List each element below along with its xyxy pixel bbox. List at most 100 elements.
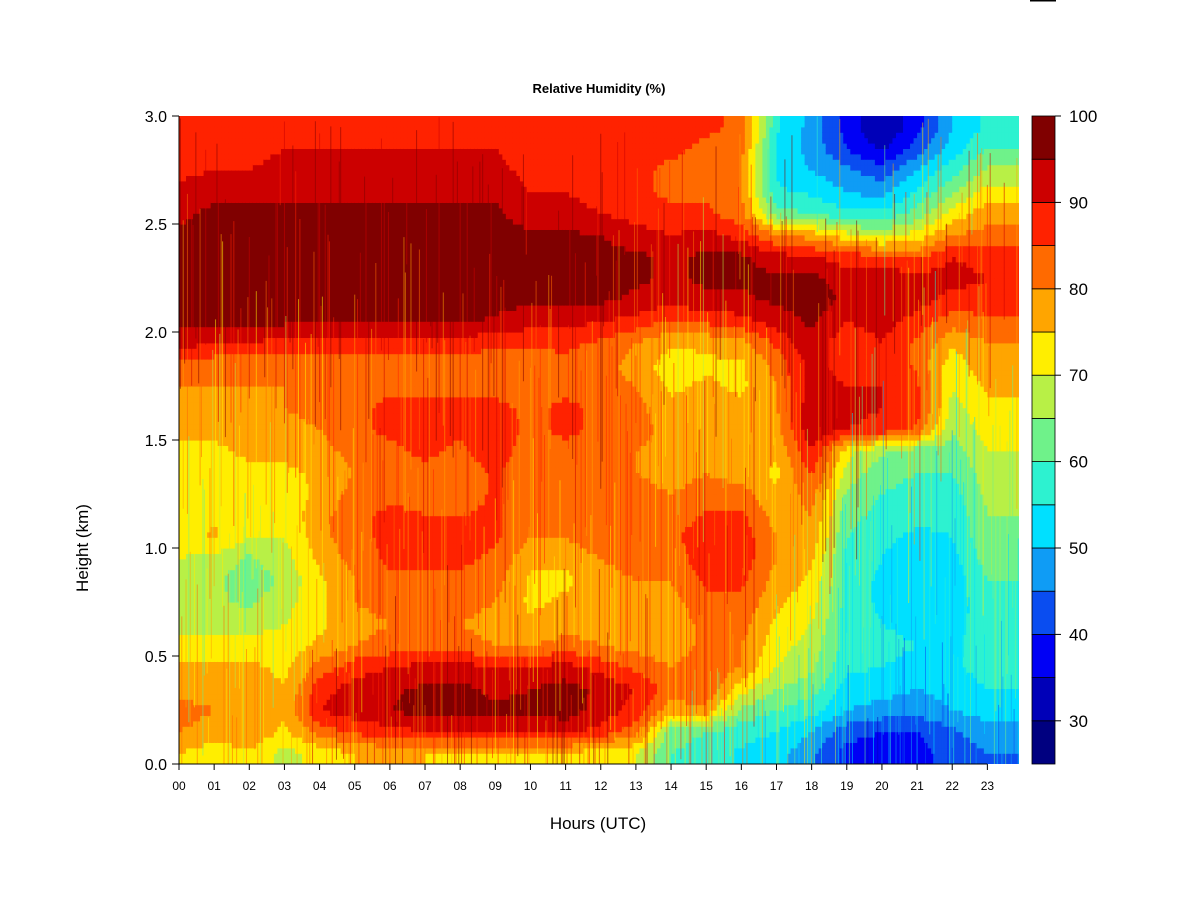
heatmap-cell <box>235 116 239 122</box>
heatmap-cell <box>179 321 183 327</box>
heatmap-cell <box>263 451 267 457</box>
heatmap-cell <box>313 591 317 597</box>
heatmap-cell <box>284 300 288 306</box>
heatmap-cell <box>288 256 292 262</box>
heatmap-cell <box>211 116 215 122</box>
heatmap-cell <box>242 591 246 597</box>
heatmap-cell <box>291 521 295 527</box>
heatmap-cell <box>193 386 197 392</box>
heatmap-cell <box>277 553 281 559</box>
heatmap-cell <box>186 624 190 630</box>
heatmap-cell <box>211 726 215 732</box>
heatmap-cell <box>267 753 271 759</box>
heatmap-cell <box>288 354 292 360</box>
heatmap-cell <box>200 283 204 289</box>
heatmap-cell <box>242 159 246 165</box>
heatmap-cell <box>239 235 243 241</box>
heatmap-cell <box>299 613 303 619</box>
heatmap-cell <box>228 154 232 160</box>
heatmap-cell <box>306 591 310 597</box>
heatmap-cell <box>253 591 257 597</box>
heatmap-cell <box>274 667 278 673</box>
heatmap-cell <box>197 505 201 511</box>
heatmap-cell <box>306 656 310 662</box>
heatmap-cell <box>284 505 288 511</box>
heatmap-cell <box>179 505 183 511</box>
heatmap-cell <box>242 143 246 149</box>
heatmap-cell <box>204 694 208 700</box>
heatmap-cell <box>228 462 232 468</box>
heatmap-cell <box>281 440 285 446</box>
heatmap-cell <box>249 570 253 576</box>
heatmap-cell <box>267 651 271 657</box>
heatmap-cell <box>228 694 232 700</box>
heatmap-cell <box>193 532 197 538</box>
heatmap-cell <box>211 202 215 208</box>
heatmap-cell <box>207 235 211 241</box>
heatmap-cell <box>218 667 222 673</box>
heatmap-cell <box>221 429 225 435</box>
heatmap-cell <box>313 597 317 603</box>
heatmap-cell <box>228 721 232 727</box>
heatmap-cell <box>228 305 232 311</box>
heatmap-cell <box>190 397 194 403</box>
heatmap-cell <box>200 715 204 721</box>
heatmap-cell <box>239 170 243 176</box>
heatmap-cell <box>302 246 306 252</box>
heatmap-cell <box>284 678 288 684</box>
heatmap-cell <box>193 364 197 370</box>
heatmap-cell <box>207 489 211 495</box>
heatmap-cell <box>277 397 281 403</box>
heatmap-cell <box>193 424 197 430</box>
heatmap-cell <box>277 262 281 268</box>
heatmap-cell <box>316 413 320 419</box>
heatmap-cell <box>221 699 225 705</box>
heatmap-cell <box>218 111 222 117</box>
heatmap-cell <box>228 402 232 408</box>
heatmap-cell <box>179 402 183 408</box>
heatmap-cell <box>221 321 225 327</box>
heatmap-cell <box>200 624 204 630</box>
heatmap-cell <box>284 370 288 376</box>
heatmap-cell <box>309 143 313 149</box>
heatmap-cell <box>197 553 201 559</box>
heatmap-cell <box>228 208 232 214</box>
heatmap-cell <box>242 478 246 484</box>
heatmap-cell <box>179 354 183 360</box>
heatmap-cell <box>263 429 267 435</box>
heatmap-cell <box>256 645 260 651</box>
heatmap-cell <box>277 710 281 716</box>
heatmap-cell <box>302 310 306 316</box>
heatmap-cell <box>267 192 271 198</box>
heatmap-cell <box>291 732 295 738</box>
heatmap-cell <box>193 181 197 187</box>
heatmap-cell <box>309 235 313 241</box>
heatmap-cell <box>179 154 183 160</box>
heatmap-cell <box>267 175 271 181</box>
heatmap-cell <box>249 408 253 414</box>
heatmap-cell <box>179 132 183 138</box>
heatmap-cell <box>200 240 204 246</box>
heatmap-cell <box>221 138 225 144</box>
heatmap-cell <box>306 418 310 424</box>
heatmap-cell <box>316 742 320 748</box>
heatmap-cell <box>277 640 281 646</box>
heatmap-cell <box>228 240 232 246</box>
heatmap-cell <box>320 310 324 316</box>
heatmap-cell <box>309 300 313 306</box>
heatmap-cell <box>260 467 264 473</box>
heatmap-cell <box>214 742 218 748</box>
heatmap-cell <box>200 391 204 397</box>
heatmap-cell <box>256 192 260 198</box>
heatmap-cell <box>249 645 253 651</box>
heatmap-cell <box>200 364 204 370</box>
heatmap-cell <box>284 732 288 738</box>
heatmap-cell <box>246 111 250 117</box>
heatmap-cell <box>306 640 310 646</box>
heatmap-cell <box>299 699 303 705</box>
heatmap-cell <box>221 629 225 635</box>
heatmap-cell <box>200 753 204 759</box>
heatmap-cell <box>320 391 324 397</box>
heatmap-cell <box>313 375 317 381</box>
heatmap-cell <box>291 251 295 257</box>
